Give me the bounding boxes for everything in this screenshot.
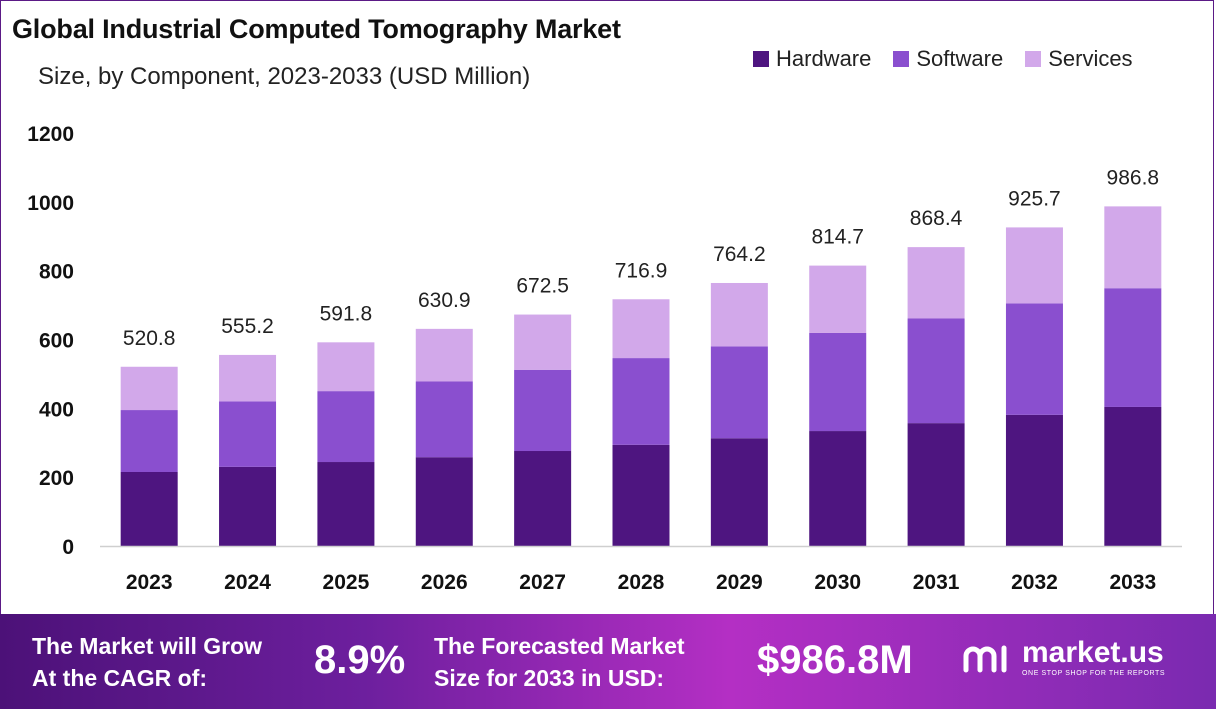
x-tick-label: 2025 xyxy=(323,571,370,594)
bar-total-label: 520.8 xyxy=(123,327,176,350)
bar-segment-software xyxy=(415,381,473,458)
x-tick-label: 2031 xyxy=(913,571,960,594)
bar-segment-services xyxy=(710,282,768,347)
x-tick-label: 2027 xyxy=(519,571,566,594)
y-tick-label: 1000 xyxy=(27,192,74,215)
y-tick-label: 400 xyxy=(39,398,74,421)
forecast-label-line2: Size for 2033 in USD: xyxy=(434,665,665,691)
x-tick-label: 2033 xyxy=(1109,571,1156,594)
y-tick-label: 0 xyxy=(62,536,74,559)
cagr-label-line2: At the CAGR of: xyxy=(32,665,208,691)
y-tick-label: 1200 xyxy=(27,123,74,146)
forecast-label: The Forecasted Market Size for 2033 in U… xyxy=(434,630,685,694)
bar-segment-services xyxy=(612,299,670,359)
bar-segment-hardware xyxy=(415,457,473,546)
bar-total-label: 868.4 xyxy=(910,207,963,230)
legend-swatch-hardware xyxy=(753,51,769,67)
cagr-value: 8.9% xyxy=(314,638,406,682)
bar-segment-software xyxy=(514,369,572,452)
forecast-value: $986.8M xyxy=(757,638,913,682)
bar-total-label: 630.9 xyxy=(418,289,471,312)
x-tick-label: 2026 xyxy=(421,571,468,594)
legend-label-services: Services xyxy=(1048,46,1133,71)
bar-segment-hardware xyxy=(1005,414,1063,546)
legend-item-software: Software xyxy=(893,46,1003,72)
bar-segment-hardware xyxy=(907,423,965,546)
legend-item-services: Services xyxy=(1025,46,1133,72)
cagr-label-line1: The Market will Grow xyxy=(32,633,263,659)
bar-segment-hardware xyxy=(317,462,375,546)
bar-segment-software xyxy=(612,358,670,445)
bar-segment-hardware xyxy=(514,451,572,546)
bar-segment-services xyxy=(317,342,375,392)
bar-total-label: 555.2 xyxy=(221,315,274,338)
legend: Hardware Software Services xyxy=(753,46,1133,72)
chart-subtitle: Size, by Component, 2023-2033 (USD Milli… xyxy=(38,63,531,90)
bar-segment-software xyxy=(120,410,178,473)
x-tick-label: 2030 xyxy=(814,571,861,594)
bar-total-label: 591.8 xyxy=(320,302,373,325)
bar-total-label: 925.7 xyxy=(1008,187,1061,210)
x-tick-label: 2024 xyxy=(224,571,271,594)
legend-label-software: Software xyxy=(916,46,1004,71)
y-tick-label: 600 xyxy=(39,330,74,353)
stacked-bar-chart: 0 200 400 600 800 1000 1200 520.8 2023 555.2 2024 5… xyxy=(27,123,1182,594)
bar-segment-software xyxy=(219,401,277,467)
market-us-logo-icon xyxy=(963,645,1007,672)
bar-segment-software xyxy=(317,391,375,463)
bar-segment-services xyxy=(907,247,965,319)
legend-label-hardware: Hardware xyxy=(776,46,872,71)
bar-segment-software xyxy=(710,346,768,439)
x-tick-label: 2029 xyxy=(716,571,763,594)
bar-segment-software xyxy=(1005,303,1063,415)
footer-banner: The Market will Grow At the CAGR of: 8.9… xyxy=(0,614,1216,709)
brand-name: market.us xyxy=(1022,636,1164,669)
forecast-label-line1: The Forecasted Market xyxy=(434,633,685,659)
legend-swatch-software xyxy=(893,51,910,67)
bar-segment-services xyxy=(219,354,277,402)
bar-total-label: 814.7 xyxy=(811,226,864,249)
bar-segment-hardware xyxy=(710,438,768,546)
brand-logo: market.us ONE STOP SHOP FOR THE REPORTS xyxy=(962,638,1165,677)
bar-total-label: 986.8 xyxy=(1107,166,1160,189)
legend-item-hardware: Hardware xyxy=(753,46,871,72)
bar-segment-hardware xyxy=(809,431,867,546)
bar-segment-hardware xyxy=(612,444,670,546)
brand-tagline: ONE STOP SHOP FOR THE REPORTS xyxy=(1022,670,1166,677)
cagr-label: The Market will Grow At the CAGR of: xyxy=(32,630,262,694)
bar-segment-services xyxy=(1104,206,1162,289)
bar-segment-software xyxy=(809,332,867,432)
bar-segment-services xyxy=(809,265,867,333)
bar-segment-software xyxy=(907,318,965,424)
x-tick-label: 2023 xyxy=(126,571,173,594)
y-tick-label: 800 xyxy=(39,261,74,284)
bar-segment-services xyxy=(1005,227,1063,304)
y-tick-label: 200 xyxy=(39,467,74,490)
bar-segment-hardware xyxy=(1104,406,1162,546)
bar-segment-software xyxy=(1104,288,1162,407)
bar-segment-hardware xyxy=(120,472,178,546)
legend-swatch-services xyxy=(1025,51,1042,67)
x-tick-label: 2028 xyxy=(618,571,665,594)
bar-total-label: 716.9 xyxy=(615,259,668,282)
bar-total-label: 672.5 xyxy=(516,275,569,298)
bar-segment-services xyxy=(415,328,473,382)
bar-total-label: 764.2 xyxy=(713,243,766,266)
bar-segment-hardware xyxy=(219,466,277,546)
bar-segment-services xyxy=(514,314,572,370)
bar-segment-services xyxy=(120,366,178,411)
x-tick-label: 2032 xyxy=(1011,571,1058,594)
chart-title: Global Industrial Computed Tomography Ma… xyxy=(12,14,621,44)
